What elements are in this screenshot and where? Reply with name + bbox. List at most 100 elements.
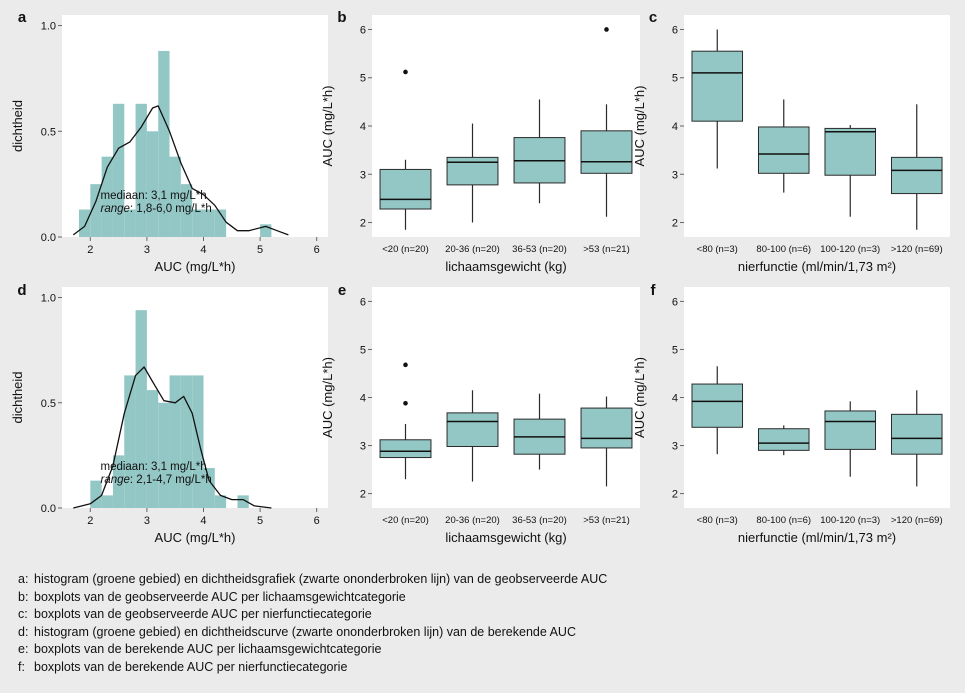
x-tick-label: 80-100 (n=6) — [756, 515, 811, 526]
box-body — [379, 168, 432, 210]
x-axis-label: nierfunctie (ml/min/1,73 m²) — [738, 530, 896, 545]
histogram-bar — [180, 184, 193, 237]
histogram-bar — [101, 156, 113, 237]
histogram-bar — [169, 375, 181, 508]
panel-letter: a — [18, 9, 27, 26]
x-tick-label: 36-53 (n=20) — [512, 515, 567, 526]
annotation-range-value: : 2,1-4,7 mg/L*h — [130, 474, 212, 486]
x-tick-label: >53 (n=21) — [583, 515, 629, 526]
histogram-bar — [260, 224, 272, 237]
x-tick-label: 80-100 (n=6) — [756, 244, 811, 255]
x-axis-label: lichaamsgewicht (kg) — [445, 259, 566, 274]
panel-letter: b — [337, 9, 346, 26]
x-axis-label: AUC (mg/L*h) — [155, 530, 236, 545]
box-body — [757, 428, 810, 451]
histogram-bar — [214, 209, 227, 237]
density-line — [73, 366, 272, 509]
caption-text: histogram (groene gebied) en dichtheidsc… — [34, 624, 576, 639]
histogram-bar — [112, 455, 125, 508]
y-axis-label: AUC (mg/L*h) — [632, 357, 647, 438]
box-body — [446, 412, 499, 448]
box-outlier — [403, 69, 408, 75]
annotation-median: mediaan: 3,1 mg/L*h — [100, 190, 206, 202]
annotation-range-label: range — [100, 474, 129, 486]
x-tick-label: <80 (n=3) — [697, 244, 738, 255]
x-tick-label: 100-120 (n=3) — [820, 515, 880, 526]
y-tick-label: 0.5 — [41, 126, 56, 138]
x-tick-label: 2 — [87, 515, 93, 527]
histogram-bar — [146, 390, 159, 508]
histogram-bar — [124, 209, 136, 237]
y-axis-label: dichtheid — [10, 371, 25, 423]
panel-letter: e — [338, 282, 346, 299]
caption-line-a: a: histogram (groene gebied) en dichtheid… — [18, 571, 607, 589]
x-tick-label: 6 — [314, 244, 320, 256]
histogram-bar — [203, 468, 215, 508]
histogram-bar — [101, 495, 113, 508]
histogram-bar — [146, 131, 159, 237]
annotation-range: range: 2,1-4,7 mg/L*h — [100, 474, 211, 486]
x-tick-label: >120 (n=69) — [891, 244, 943, 255]
plot-area — [372, 287, 640, 508]
y-axis-label: AUC (mg/L*h) — [320, 86, 335, 167]
y-axis-label: AUC (mg/L*h) — [632, 86, 647, 167]
figure: a 0.0 0.5 1.0 dichtheid AUC (mg/L*h) 2 3 4 5 6 medi… — [10, 9, 950, 545]
y-tick-label: 2 — [672, 218, 678, 230]
histogram-bar — [112, 103, 125, 237]
box-outlier — [604, 27, 609, 32]
caption-key: f: — [18, 659, 25, 674]
histogram-bar — [158, 50, 170, 237]
panel-d: d 0.0 0.5 1.0 dichtheid AUC (mg/L*h) 2 3 4 5 6 medi… — [10, 282, 328, 545]
box-body — [691, 383, 744, 428]
y-tick-label: 4 — [672, 393, 678, 405]
x-axis-label: nierfunctie (ml/min/1,73 m²) — [738, 259, 896, 274]
box-outlier — [403, 400, 408, 406]
x-tick-label: 2 — [87, 244, 93, 256]
box-body — [757, 126, 810, 174]
caption-text: boxplots van de geobserveerde AUC per li… — [34, 589, 406, 604]
histogram-bar — [180, 375, 193, 508]
x-tick-label: <80 (n=3) — [697, 515, 738, 526]
caption-line-d: d: histogram (groene gebied) en dichtheid… — [18, 624, 607, 642]
annotation-range: range: 1,8-6,0 mg/L*h — [100, 203, 211, 215]
panel-letter: d — [17, 282, 26, 299]
y-tick-label: 0.0 — [41, 503, 56, 515]
x-tick-label: 100-120 (n=3) — [820, 244, 880, 255]
y-tick-label: 1.0 — [41, 293, 56, 305]
y-tick-label: 6 — [672, 24, 678, 36]
box-body — [824, 410, 877, 450]
box-body — [379, 439, 432, 459]
y-tick-label: 5 — [360, 73, 366, 85]
box-body — [824, 127, 877, 176]
x-tick-label: 5 — [257, 244, 263, 256]
y-tick-label: 4 — [672, 121, 678, 133]
x-tick-label: 20-36 (n=20) — [445, 244, 500, 255]
y-tick-label: 3 — [360, 441, 366, 453]
y-tick-label: 3 — [672, 441, 678, 453]
panel-letter: c — [649, 9, 657, 26]
y-tick-label: 6 — [360, 24, 366, 36]
x-tick-label: 6 — [314, 515, 320, 527]
histogram-bar — [90, 480, 102, 508]
caption-key: b: — [18, 589, 29, 604]
plot-area — [684, 15, 950, 237]
y-tick-label: 6 — [360, 296, 366, 308]
y-tick-label: 5 — [360, 344, 366, 356]
box-body — [890, 413, 943, 455]
histogram-bar — [158, 402, 170, 508]
caption-text: boxplots van de berekende AUC per nierfu… — [34, 659, 348, 674]
histogram-bar — [135, 103, 147, 237]
histogram-bar — [124, 375, 136, 508]
x-tick-label: 4 — [200, 515, 206, 527]
panel-b: b 2 3 4 5 6 AUC (mg/L*h) lichaamsgewicht (kg) <2… — [320, 9, 640, 274]
caption-line-f: f: boxplots van de berekende AUC per nier… — [18, 659, 607, 677]
caption-text: boxplots van de berekende AUC per lichaa… — [34, 642, 382, 656]
x-tick-label: 3 — [144, 244, 150, 256]
x-tick-label: >120 (n=69) — [891, 515, 943, 526]
y-tick-label: 3 — [672, 169, 678, 181]
box-body — [890, 156, 943, 195]
histogram-bar — [78, 209, 91, 237]
y-tick-label: 2 — [360, 218, 366, 230]
y-tick-label: 3 — [360, 169, 366, 181]
histogram-bar — [203, 209, 215, 237]
